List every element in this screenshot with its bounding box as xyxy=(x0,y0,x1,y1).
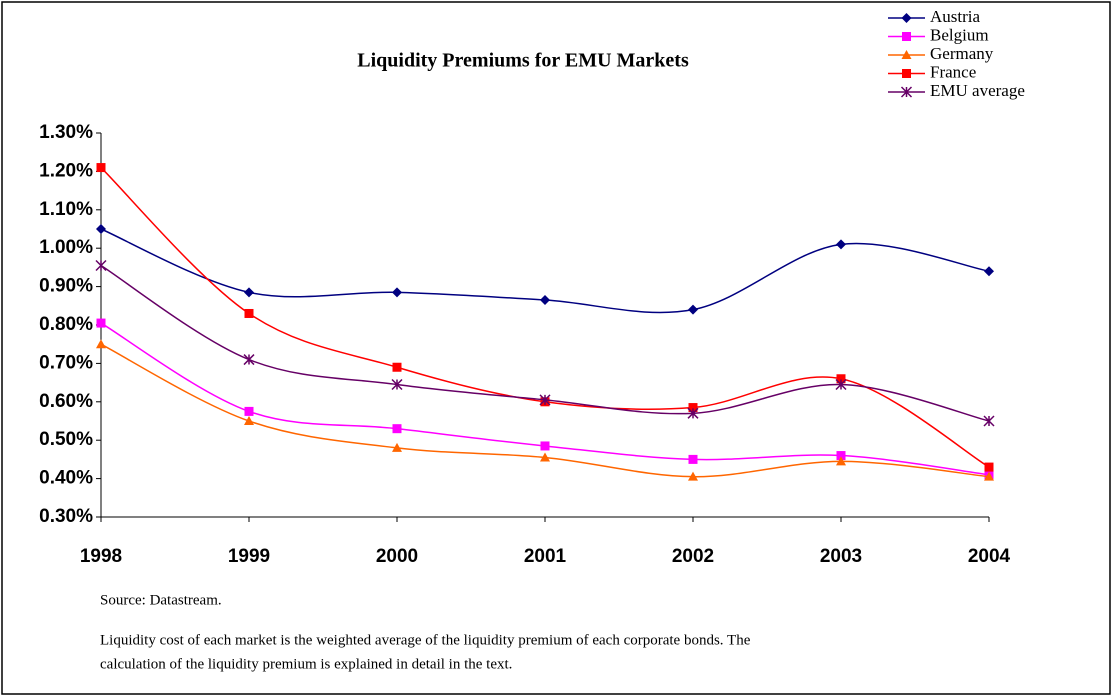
marker xyxy=(836,451,846,461)
marker xyxy=(902,69,911,78)
legend-label: Belgium xyxy=(930,25,989,44)
y-tick-label: 1.20% xyxy=(39,160,93,181)
marker xyxy=(392,362,402,372)
chart-title: Liquidity Premiums for EMU Markets xyxy=(357,50,689,72)
marker xyxy=(688,304,698,315)
marker xyxy=(902,32,911,41)
marker xyxy=(688,403,698,413)
marker xyxy=(540,452,550,462)
x-tick-label: 2002 xyxy=(672,546,714,567)
marker xyxy=(244,406,254,416)
marker xyxy=(95,259,107,272)
marker xyxy=(836,374,846,384)
x-tick-label: 2003 xyxy=(820,546,862,567)
marker xyxy=(96,318,106,328)
legend-label: France xyxy=(930,62,976,81)
y-tick-label: 0.40% xyxy=(39,468,93,489)
x-tick-label: 2000 xyxy=(376,546,418,567)
legend-label: Germany xyxy=(930,44,994,63)
marker xyxy=(244,308,254,318)
marker xyxy=(391,378,403,391)
marker xyxy=(392,287,402,298)
note: Liquidity cost of each market is the wei… xyxy=(100,632,751,648)
marker xyxy=(392,424,402,434)
marker xyxy=(983,415,995,427)
y-tick-label: 0.30% xyxy=(39,506,93,527)
legend-label: Austria xyxy=(930,7,981,26)
y-tick-label: 1.10% xyxy=(39,199,93,220)
x-tick-label: 2001 xyxy=(524,546,567,567)
x-tick-label: 1998 xyxy=(80,546,122,567)
marker xyxy=(901,13,912,23)
marker xyxy=(688,471,698,481)
marker xyxy=(243,354,255,366)
marker xyxy=(96,224,106,234)
y-tick-label: 0.70% xyxy=(39,352,93,373)
marker xyxy=(392,442,402,452)
marker xyxy=(688,454,698,464)
marker xyxy=(96,339,106,349)
y-tick-label: 0.50% xyxy=(39,429,93,450)
note: Source: Datastream. xyxy=(100,592,222,608)
x-tick-label: 2004 xyxy=(968,546,1011,567)
marker xyxy=(836,456,846,466)
marker xyxy=(900,86,913,98)
y-tick-label: 0.90% xyxy=(39,276,93,297)
y-tick-label: 0.80% xyxy=(39,314,93,335)
marker xyxy=(244,416,254,425)
marker xyxy=(539,394,551,406)
marker xyxy=(540,441,550,451)
marker xyxy=(687,407,699,419)
marker xyxy=(835,378,847,391)
marker xyxy=(540,295,550,306)
note: calculation of the liquidity premium is … xyxy=(100,656,512,672)
x-tick-label: 1999 xyxy=(228,546,270,567)
y-tick-label: 1.00% xyxy=(39,237,93,258)
marker xyxy=(984,462,994,472)
y-tick-label: 1.30% xyxy=(39,122,93,143)
marker xyxy=(96,163,106,173)
legend-label: EMU average xyxy=(930,81,1025,100)
marker xyxy=(984,471,994,481)
marker xyxy=(244,287,254,298)
marker xyxy=(836,239,846,250)
marker xyxy=(901,50,912,59)
y-tick-label: 0.60% xyxy=(39,391,93,412)
marker xyxy=(984,266,994,277)
